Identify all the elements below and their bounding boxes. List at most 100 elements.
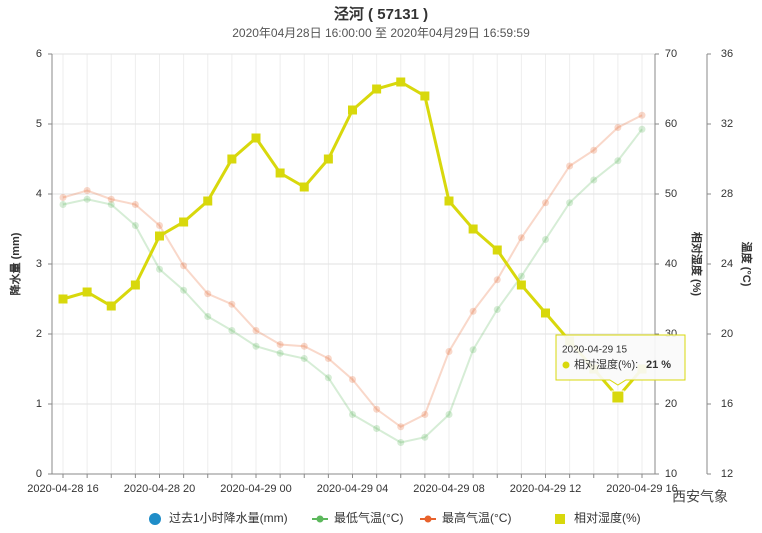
y3-tick-label: 12 — [721, 468, 733, 480]
series-point — [323, 154, 333, 164]
series-point — [276, 349, 284, 357]
x-tick-label: 2020-04-29 04 — [317, 483, 389, 495]
series-point — [156, 265, 163, 273]
series-point — [180, 286, 188, 294]
x-tick-label: 2020-04-29 12 — [510, 483, 582, 495]
legend-label: 最低气温(°C) — [334, 510, 403, 525]
y3-tick-label: 20 — [721, 328, 733, 340]
series-point — [131, 222, 139, 229]
series-point — [517, 272, 525, 280]
series-point — [83, 195, 91, 203]
y3-tick-label: 36 — [721, 48, 733, 60]
series-point — [468, 224, 478, 234]
series-point — [348, 105, 357, 115]
series-point — [227, 154, 237, 164]
x-tick-label: 2020-04-29 16 — [606, 483, 678, 495]
series-point — [492, 245, 502, 255]
series-point — [179, 217, 189, 227]
series-point — [107, 195, 115, 203]
y-tick-label: 2 — [36, 328, 42, 340]
series-point — [469, 346, 477, 354]
series-point — [252, 342, 260, 350]
series-point — [541, 308, 550, 318]
series-point — [324, 355, 332, 362]
series-point — [566, 199, 574, 207]
legend-label: 相对湿度(%) — [574, 510, 641, 525]
series-point — [83, 187, 91, 194]
chart-subtitle: 2020年04月28日 16:00:00 至 2020年04月29日 16:59… — [232, 26, 530, 40]
series-point — [204, 290, 212, 298]
series-point — [204, 313, 212, 320]
series-point — [275, 168, 285, 178]
highlight-point — [611, 390, 625, 404]
series-point — [421, 411, 429, 418]
series-point — [324, 374, 332, 382]
series-point — [228, 300, 236, 308]
series-point — [542, 236, 549, 243]
x-tick-label: 2020-04-28 16 — [27, 483, 99, 495]
y3-tick-label: 24 — [721, 258, 733, 270]
series-point — [349, 411, 356, 418]
series-point — [372, 84, 382, 94]
legend-marker — [555, 514, 565, 524]
series-point — [300, 342, 308, 350]
legend-marker — [316, 515, 324, 523]
series-point — [396, 77, 406, 87]
series-point — [445, 411, 453, 418]
tooltip-label: 相对湿度(%): — [574, 357, 638, 371]
y-tick-label: 4 — [36, 188, 42, 200]
legend-label: 最高气温(°C) — [442, 510, 511, 525]
series-point — [300, 355, 308, 362]
x-tick-label: 2020-04-29 08 — [413, 483, 485, 495]
y2-axis-label: 相对湿度 (%) — [690, 232, 704, 296]
series-point — [107, 201, 115, 208]
y-tick-label: 6 — [36, 48, 42, 60]
series-point — [82, 287, 92, 297]
legend-marker — [424, 515, 432, 523]
series-point — [614, 124, 622, 131]
x-tick-label: 2020-04-29 00 — [220, 483, 292, 495]
chart-title: 泾河 ( 57131 ) — [334, 5, 428, 23]
y-tick-label: 1 — [36, 398, 42, 410]
series-point — [590, 146, 598, 154]
series-point — [180, 262, 188, 270]
y3-tick-label: 16 — [721, 398, 733, 410]
series-point — [445, 348, 453, 355]
series-point — [638, 125, 646, 133]
y3-tick-label: 28 — [721, 188, 733, 200]
series-point — [228, 327, 236, 334]
series-point — [469, 307, 477, 315]
series-point — [493, 306, 501, 313]
series-point — [130, 280, 140, 290]
series-point — [517, 234, 525, 242]
watermark: 西安气象 — [672, 489, 728, 505]
series-point — [203, 196, 213, 206]
series-line — [62, 114, 643, 428]
series-point — [566, 162, 574, 170]
y2-tick-label: 70 — [665, 48, 677, 60]
y2-tick-label: 60 — [665, 118, 677, 130]
y2-tick-label: 50 — [665, 188, 677, 200]
series-line — [62, 128, 643, 444]
y-tick-label: 5 — [36, 118, 42, 130]
y2-tick-label: 20 — [665, 398, 677, 410]
x-tick-label: 2020-04-28 20 — [124, 483, 196, 495]
series-point — [542, 199, 549, 207]
series-point — [397, 423, 405, 431]
y2-tick-label: 10 — [665, 468, 677, 480]
series-point — [276, 341, 284, 348]
series-point — [349, 376, 356, 383]
series-point — [444, 196, 454, 206]
y-axis-label: 降水量 (mm) — [8, 232, 22, 295]
series-point — [155, 231, 164, 241]
tooltip-box — [555, 334, 686, 386]
y3-tick-label: 32 — [721, 118, 733, 130]
series-point — [59, 194, 67, 201]
series-point — [373, 425, 381, 432]
series-point — [59, 201, 67, 208]
legend-label: 过去1小时降水量(mm) — [169, 511, 288, 525]
series-point — [397, 439, 405, 446]
